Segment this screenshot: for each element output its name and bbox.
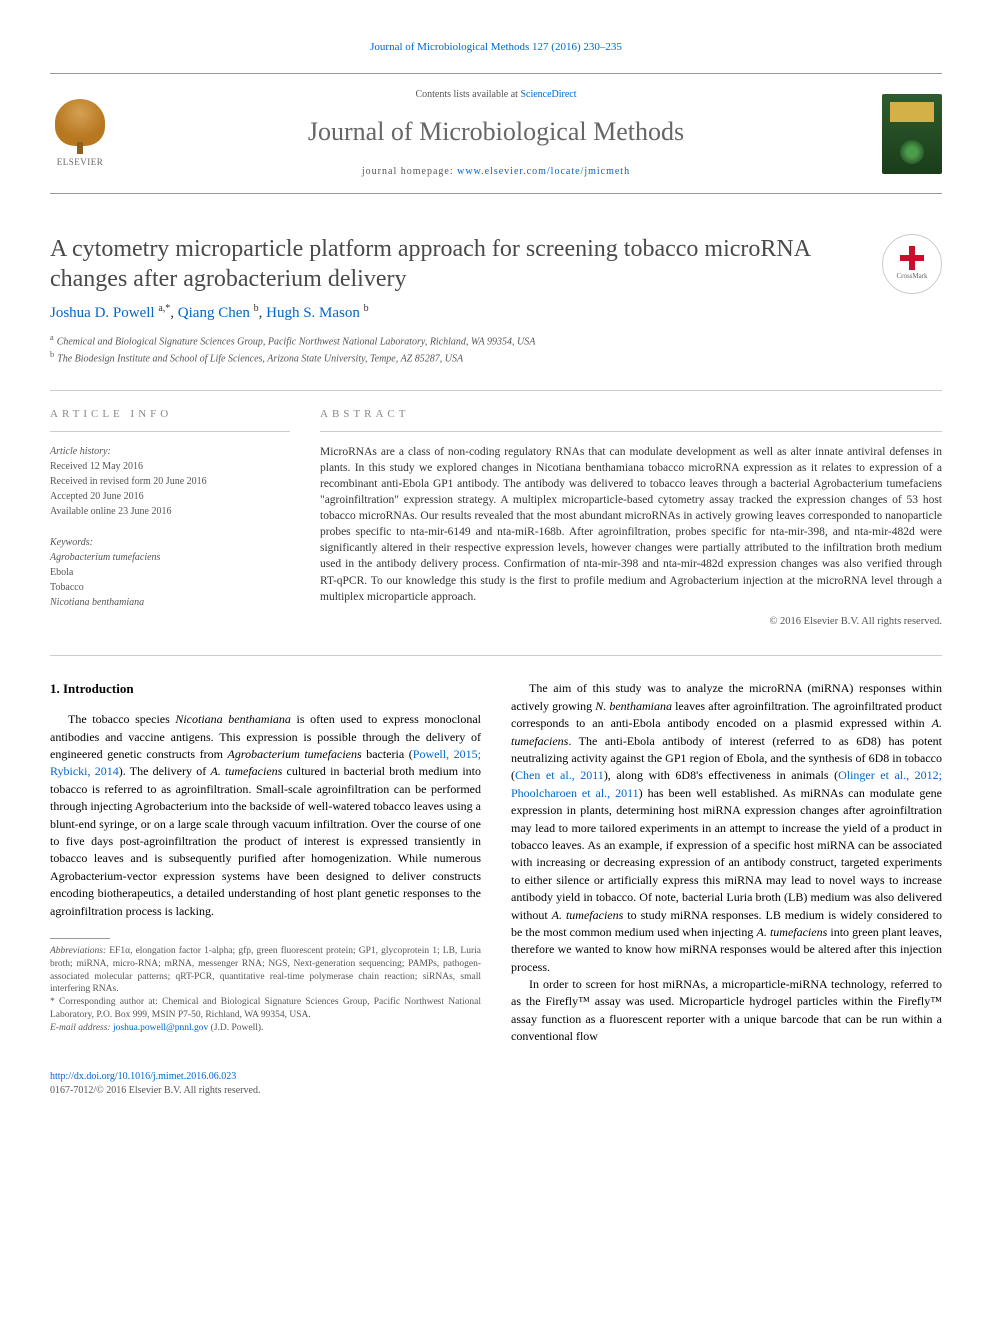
intro-para-1: The tobacco species Nicotiana benthamian… xyxy=(50,711,481,920)
homepage-link[interactable]: www.elsevier.com/locate/jmicmeth xyxy=(457,166,630,177)
keywords-block: Keywords: Agrobacterium tumefaciens Ebol… xyxy=(50,535,290,610)
issn-copyright: 0167-7012/© 2016 Elsevier B.V. All right… xyxy=(50,1084,942,1098)
keyword-4: Nicotiana benthamiana xyxy=(50,595,290,610)
history-label: Article history: xyxy=(50,444,290,459)
crossmark-icon xyxy=(900,246,924,270)
crossmark-badge[interactable]: CrossMark xyxy=(882,234,942,294)
keyword-1: Agrobacterium tumefaciens xyxy=(50,550,290,565)
journal-header: ELSEVIER Contents lists available at Sci… xyxy=(50,73,942,193)
section-divider xyxy=(50,655,942,656)
header-center: Contents lists available at ScienceDirec… xyxy=(110,88,882,178)
homepage-prefix: journal homepage: xyxy=(362,166,457,177)
abstract-block: abstract MicroRNAs are a class of non-co… xyxy=(320,407,942,629)
author-3[interactable]: Hugh S. Mason xyxy=(266,305,360,321)
footnotes: Abbreviations: EF1α, elongation factor 1… xyxy=(50,945,481,1035)
elsevier-label: ELSEVIER xyxy=(57,156,104,169)
history-revised: Received in revised form 20 June 2016 xyxy=(50,474,290,489)
author-3-affil: b xyxy=(364,303,369,314)
history-received: Received 12 May 2016 xyxy=(50,459,290,474)
contents-line: Contents lists available at ScienceDirec… xyxy=(110,88,882,102)
doi-link[interactable]: http://dx.doi.org/10.1016/j.mimet.2016.0… xyxy=(50,1071,236,1082)
sciencedirect-link[interactable]: ScienceDirect xyxy=(520,89,576,100)
keywords-label: Keywords: xyxy=(50,535,290,550)
citation-link[interactable]: Journal of Microbiological Methods 127 (… xyxy=(370,41,622,53)
article-info-label: article info xyxy=(50,407,290,431)
affiliation-b: bThe Biodesign Institute and School of L… xyxy=(50,349,942,366)
abbreviations-footnote: Abbreviations: EF1α, elongation factor 1… xyxy=(50,945,481,996)
column-right: The aim of this study was to analyze the… xyxy=(511,680,942,1045)
keyword-3: Tobacco xyxy=(50,580,290,595)
author-2-affil: b xyxy=(254,303,259,314)
corresponding-author-footnote: * Corresponding author at: Chemical and … xyxy=(50,996,481,1022)
meta-row: article info Article history: Received 1… xyxy=(50,390,942,629)
ref-chen-2011[interactable]: Chen et al., 2011 xyxy=(515,768,604,782)
article-title: A cytometry microparticle platform appro… xyxy=(50,234,882,294)
body-columns: 1. Introduction The tobacco species Nico… xyxy=(50,680,942,1045)
top-citation-link[interactable]: Journal of Microbiological Methods 127 (… xyxy=(50,40,942,55)
contents-prefix: Contents lists available at xyxy=(415,89,520,100)
intro-para-2: The aim of this study was to analyze the… xyxy=(511,680,942,976)
abstract-text: MicroRNAs are a class of non-coding regu… xyxy=(320,444,942,605)
history-accepted: Accepted 20 June 2016 xyxy=(50,489,290,504)
title-row: A cytometry microparticle platform appro… xyxy=(50,234,942,294)
author-2[interactable]: Qiang Chen xyxy=(178,305,250,321)
article-info-block: article info Article history: Received 1… xyxy=(50,407,290,629)
section-1-heading: 1. Introduction xyxy=(50,680,481,699)
journal-cover-icon xyxy=(882,94,942,174)
crossmark-label: CrossMark xyxy=(896,272,927,282)
column-left: 1. Introduction The tobacco species Nico… xyxy=(50,680,481,1045)
affiliations: aChemical and Biological Signature Scien… xyxy=(50,332,942,367)
journal-name: Journal of Microbiological Methods xyxy=(110,114,882,150)
author-1[interactable]: Joshua D. Powell xyxy=(50,305,155,321)
authors: Joshua D. Powell a,*, Qiang Chen b, Hugh… xyxy=(50,302,942,324)
elsevier-tree-icon xyxy=(55,99,105,146)
elsevier-logo: ELSEVIER xyxy=(50,99,110,169)
keyword-2: Ebola xyxy=(50,565,290,580)
article-history: Article history: Received 12 May 2016 Re… xyxy=(50,444,290,519)
author-1-affil: a,* xyxy=(158,303,170,314)
history-online: Available online 23 June 2016 xyxy=(50,504,290,519)
email-footnote: E-mail address: joshua.powell@pnnl.gov (… xyxy=(50,1022,481,1035)
intro-para-3: In order to screen for host miRNAs, a mi… xyxy=(511,976,942,1046)
corresponding-email-link[interactable]: joshua.powell@pnnl.gov xyxy=(113,1023,208,1033)
affiliation-a: aChemical and Biological Signature Scien… xyxy=(50,332,942,349)
homepage-line: journal homepage: www.elsevier.com/locat… xyxy=(110,165,882,179)
abstract-label: abstract xyxy=(320,407,942,431)
abstract-copyright: © 2016 Elsevier B.V. All rights reserved… xyxy=(320,615,942,630)
page-footer: http://dx.doi.org/10.1016/j.mimet.2016.0… xyxy=(50,1070,942,1098)
footnote-divider xyxy=(50,938,110,939)
